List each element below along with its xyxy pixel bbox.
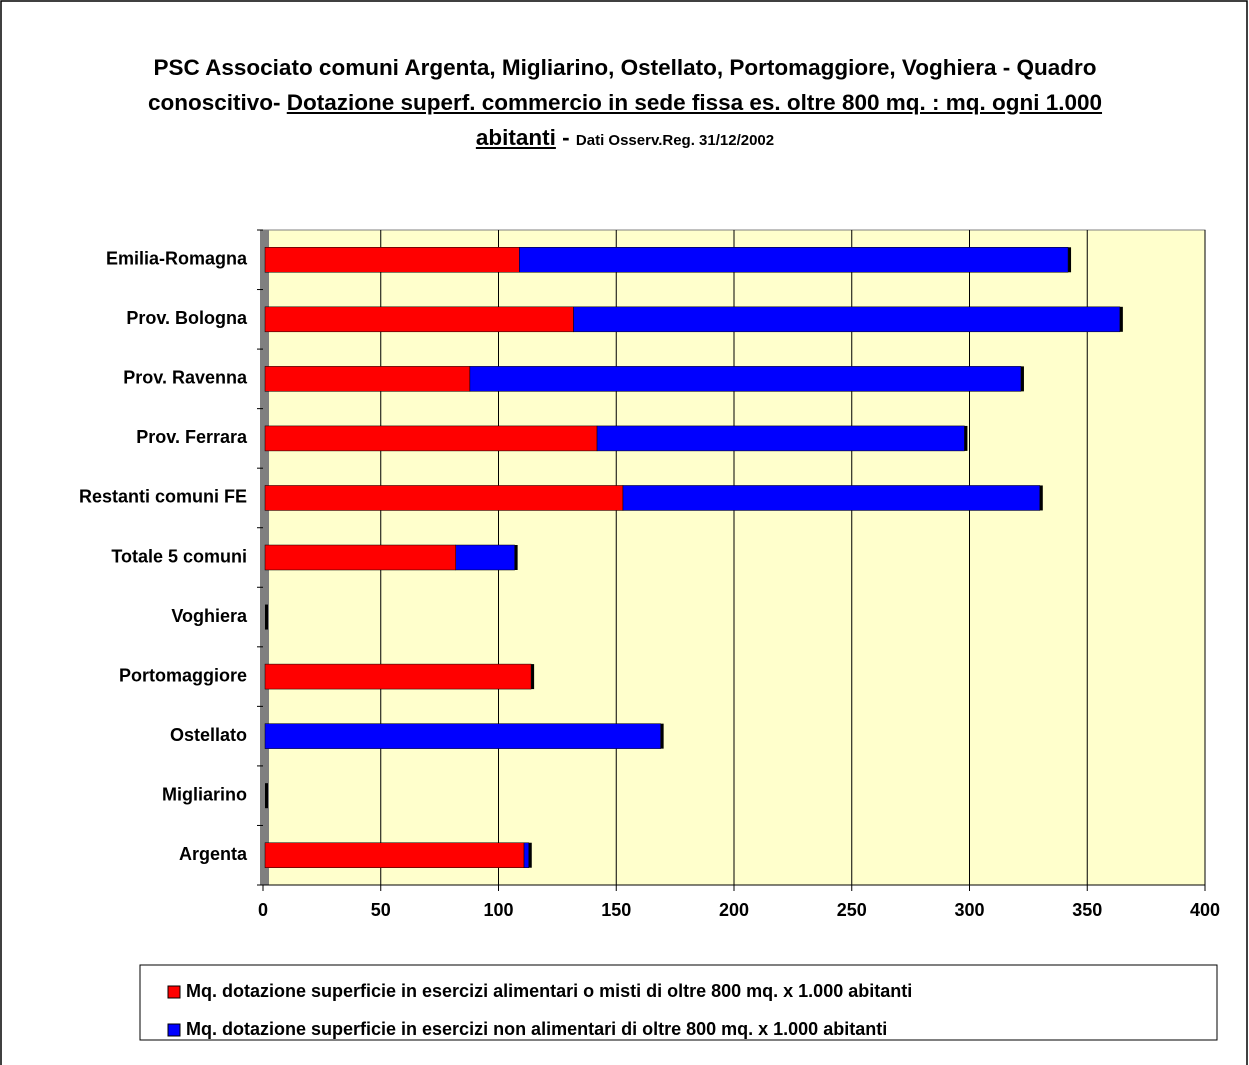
legend-label: Mq. dotazione superficie in esercizi ali…	[186, 981, 912, 1001]
bar-edge	[1068, 247, 1072, 273]
left-wall	[260, 230, 269, 885]
title-part: Dotazione superf. commercio in sede fiss…	[286, 90, 1103, 150]
legend-swatch	[167, 985, 181, 999]
bar-edge	[660, 723, 664, 749]
y-tick-label: Prov. Ravenna	[123, 368, 248, 388]
legend-label: Mq. dotazione superficie in esercizi non…	[186, 1019, 887, 1039]
x-tick-label: 350	[1072, 900, 1102, 920]
bar	[573, 306, 1121, 333]
y-tick-label: Totale 5 comuni	[111, 546, 247, 566]
bar	[519, 247, 1069, 273]
chart-title: PSC Associato comuni Argenta, Migliarino…	[130, 50, 1120, 158]
x-tick-label: 250	[837, 900, 867, 920]
bar	[264, 544, 457, 571]
legend-swatch	[167, 1023, 181, 1037]
bar-edge	[1039, 485, 1043, 511]
bar-edge	[528, 842, 532, 868]
bar-edge	[265, 604, 268, 630]
y-tick-label: Portomaggiore	[119, 665, 247, 685]
y-tick-label: Emilia-Romagna	[106, 249, 248, 269]
bar-edge	[1020, 366, 1024, 392]
bar	[469, 366, 1022, 392]
y-tick-label: Ostellato	[170, 725, 247, 745]
x-tick-label: 150	[601, 900, 631, 920]
bar	[264, 485, 624, 511]
y-tick-label: Prov. Bologna	[126, 308, 248, 328]
x-tick-label: 300	[954, 900, 984, 920]
bar	[455, 544, 515, 571]
bar	[264, 366, 471, 392]
y-tick-label: Restanti comuni FE	[79, 487, 247, 507]
bar	[264, 306, 574, 333]
bar	[264, 723, 661, 749]
y-tick-label: Argenta	[179, 844, 248, 864]
bar	[596, 425, 965, 452]
x-tick-label: 200	[719, 900, 749, 920]
y-tick-label: Prov. Ferrara	[136, 427, 248, 447]
bar-edge	[964, 425, 968, 451]
y-tick-label: Voghiera	[171, 606, 248, 626]
y-tick-label: Migliarino	[162, 784, 247, 804]
bar	[264, 247, 520, 273]
bar	[622, 485, 1041, 511]
x-tick-label: 400	[1190, 900, 1220, 920]
legend-box	[139, 964, 1218, 1041]
bar-edge	[1119, 306, 1123, 332]
bar-edge	[531, 664, 535, 690]
bar-edge	[265, 783, 268, 809]
bar	[264, 663, 532, 690]
x-tick-label: 50	[371, 900, 391, 920]
title-part: Dati Osserv.Reg. 31/12/2002	[575, 132, 775, 149]
bar-edge	[514, 545, 518, 570]
title-part: -	[562, 125, 570, 150]
bar	[264, 425, 598, 452]
bar	[523, 842, 530, 868]
title-part: PSC Associato comuni Argenta, Migliarino…	[147, 55, 1097, 115]
bar	[264, 842, 525, 868]
x-tick-label: 0	[258, 900, 268, 920]
x-tick-label: 100	[483, 900, 513, 920]
